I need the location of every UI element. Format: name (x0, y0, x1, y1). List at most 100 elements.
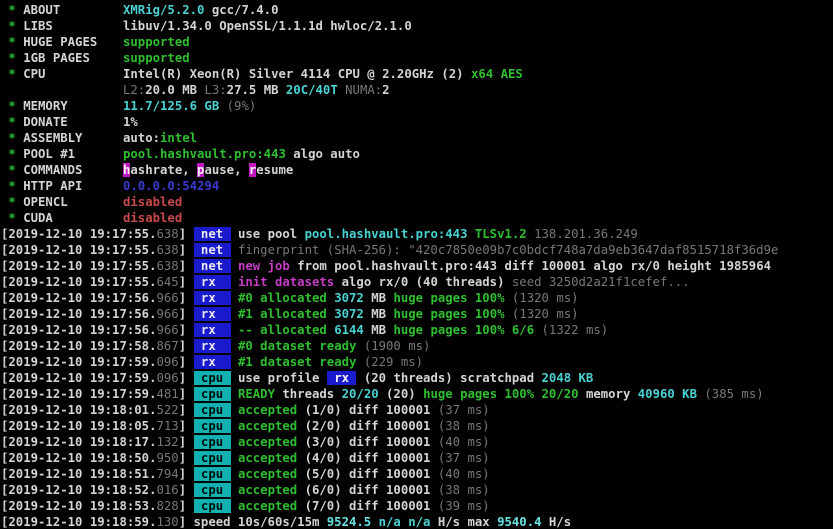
log-line: [2019-12-10 19:17:56.966] rx -- allocate… (1, 322, 833, 338)
cpu-tag-badge: cpu (193, 403, 231, 417)
text-segment: accepted (230, 499, 305, 513)
text-segment: [2019-12-10 19:18:17. (1, 435, 157, 449)
text-segment: supported (123, 35, 190, 49)
text-segment: auto: (123, 131, 161, 145)
text-segment: ] (178, 483, 194, 497)
text-segment: ause, (204, 163, 249, 177)
config-row: * HUGE PAGES supported (1, 34, 833, 50)
text-segment: ] (178, 227, 194, 241)
text-segment: 966 (156, 291, 179, 305)
text-segment: 966 (156, 323, 179, 337)
config-row: * HTTP API 0.0.0.0:54294 (1, 178, 833, 194)
net-tag-badge: rx (193, 323, 231, 337)
text-segment: (385 ms) (704, 387, 764, 401)
text-segment: * (1, 35, 24, 49)
text-segment: [2019-12-10 19:18:51. (1, 467, 157, 481)
text-segment: CPU (23, 67, 46, 81)
text-segment: MB (371, 307, 394, 321)
text-segment: memory (585, 387, 638, 401)
text-segment: OPENCL (23, 195, 68, 209)
text-segment: (2/0) diff 100001 (304, 419, 438, 433)
text-segment: supported (123, 51, 190, 65)
text-segment: COMMANDS (23, 163, 83, 177)
text-segment: from pool.hashvault.pro:443 diff 100001 … (297, 259, 772, 273)
text-segment: [2019-12-10 19:18:59. (1, 515, 157, 529)
text-segment: 966 (156, 307, 179, 321)
log-line: [2019-12-10 19:18:50.950] cpu accepted (… (1, 450, 833, 466)
net-tag-badge: net (193, 243, 231, 257)
text-segment: READY (230, 387, 283, 401)
text-segment: ] (178, 355, 194, 369)
text-segment: [2019-12-10 19:17:59. (1, 371, 157, 385)
text-segment: accepted (230, 419, 305, 433)
text-segment: accepted (230, 403, 305, 417)
text-segment: 3072 (334, 307, 372, 321)
text-segment: 645 (156, 275, 179, 289)
text-segment: 638 (156, 259, 179, 273)
text-segment: threads (282, 387, 342, 401)
config-row: * 1GB PAGES supported (1, 50, 833, 66)
config-label: * ABOUT (1, 2, 123, 18)
text-segment: (229 ms) (363, 355, 424, 369)
text-segment: [2019-12-10 19:18:05. (1, 419, 157, 433)
text-segment: TLSv1.2 (474, 227, 535, 241)
log-line: [2019-12-10 19:17:55.638] net use pool p… (1, 226, 833, 242)
text-segment: 0.0.0.0:54294 (123, 179, 220, 193)
text-segment: -- allocated (230, 323, 335, 337)
text-segment: (1320 ms) (511, 291, 579, 305)
text-segment: #0 dataset ready (230, 339, 364, 353)
text-segment: algo rx/0 (40 threads) (341, 275, 512, 289)
text-segment: fingerprint (SHA-256): "420c7850e09b7c0b… (230, 243, 779, 257)
text-segment: MEMORY (23, 99, 68, 113)
net-tag-badge: rx (193, 275, 231, 289)
text-segment: use pool (230, 227, 305, 241)
config-row: * CUDA disabled (1, 210, 833, 226)
text-segment: (20) (386, 387, 424, 401)
text-segment: 638 (156, 243, 179, 257)
hotkey-highlight: r (248, 163, 257, 177)
text-segment: 096 (156, 371, 179, 385)
text-segment: HUGE PAGES (23, 35, 98, 49)
text-segment: ] (178, 275, 194, 289)
config-row: * ASSEMBLY auto:intel (1, 130, 833, 146)
text-segment: 3072 (334, 291, 372, 305)
log-line: [2019-12-10 19:18:51.794] cpu accepted (… (1, 466, 833, 482)
log-line: [2019-12-10 19:18:53.828] cpu accepted (… (1, 498, 833, 514)
net-tag-badge: rx (193, 307, 231, 321)
config-row: * COMMANDS hashrate, pause, resume (1, 162, 833, 178)
text-segment: NUMA: (345, 83, 383, 97)
text-segment: disabled (123, 195, 183, 209)
text-segment: * (1, 163, 24, 177)
text-segment: accepted (230, 435, 305, 449)
text-segment: MB (371, 291, 394, 305)
text-segment: 9540.4 (497, 515, 549, 529)
text-segment: (1900 ms) (363, 339, 431, 353)
text-segment: (1/0) diff 100001 (304, 403, 438, 417)
text-segment: 867 (156, 339, 179, 353)
hotkey-highlight: h (123, 163, 131, 177)
text-segment: x64 AES (470, 67, 523, 81)
text-segment: ASSEMBLY (23, 131, 83, 145)
text-segment: 481 (156, 387, 179, 401)
config-label: * LIBS (1, 18, 123, 34)
text-segment: ] (178, 387, 194, 401)
text-segment: (1320 ms) (511, 307, 579, 321)
log-line: [2019-12-10 19:17:56.966] rx #1 allocate… (1, 306, 833, 322)
text-segment: seed 3250d2a21f1cefef... (511, 275, 690, 289)
text-segment: libuv/1.34.0 OpenSSL/1.1.1d hwloc/2.1.0 (123, 19, 412, 33)
text-segment: ] (178, 435, 194, 449)
text-segment: ] (178, 307, 194, 321)
text-segment: L2: (123, 83, 146, 97)
text-segment: [2019-12-10 19:18:01. (1, 403, 157, 417)
text-segment: 20/20 (341, 387, 387, 401)
text-segment: ] (178, 419, 194, 433)
text-segment: [2019-12-10 19:17:56. (1, 291, 157, 305)
text-segment: * (1, 131, 24, 145)
text-segment: * (1, 99, 24, 113)
text-segment: ] (178, 515, 194, 529)
text-segment: ] (178, 403, 194, 417)
cpu-tag-badge: cpu (193, 499, 231, 513)
net-tag-badge: net (193, 259, 231, 273)
text-segment: [2019-12-10 19:17:59. (1, 355, 157, 369)
